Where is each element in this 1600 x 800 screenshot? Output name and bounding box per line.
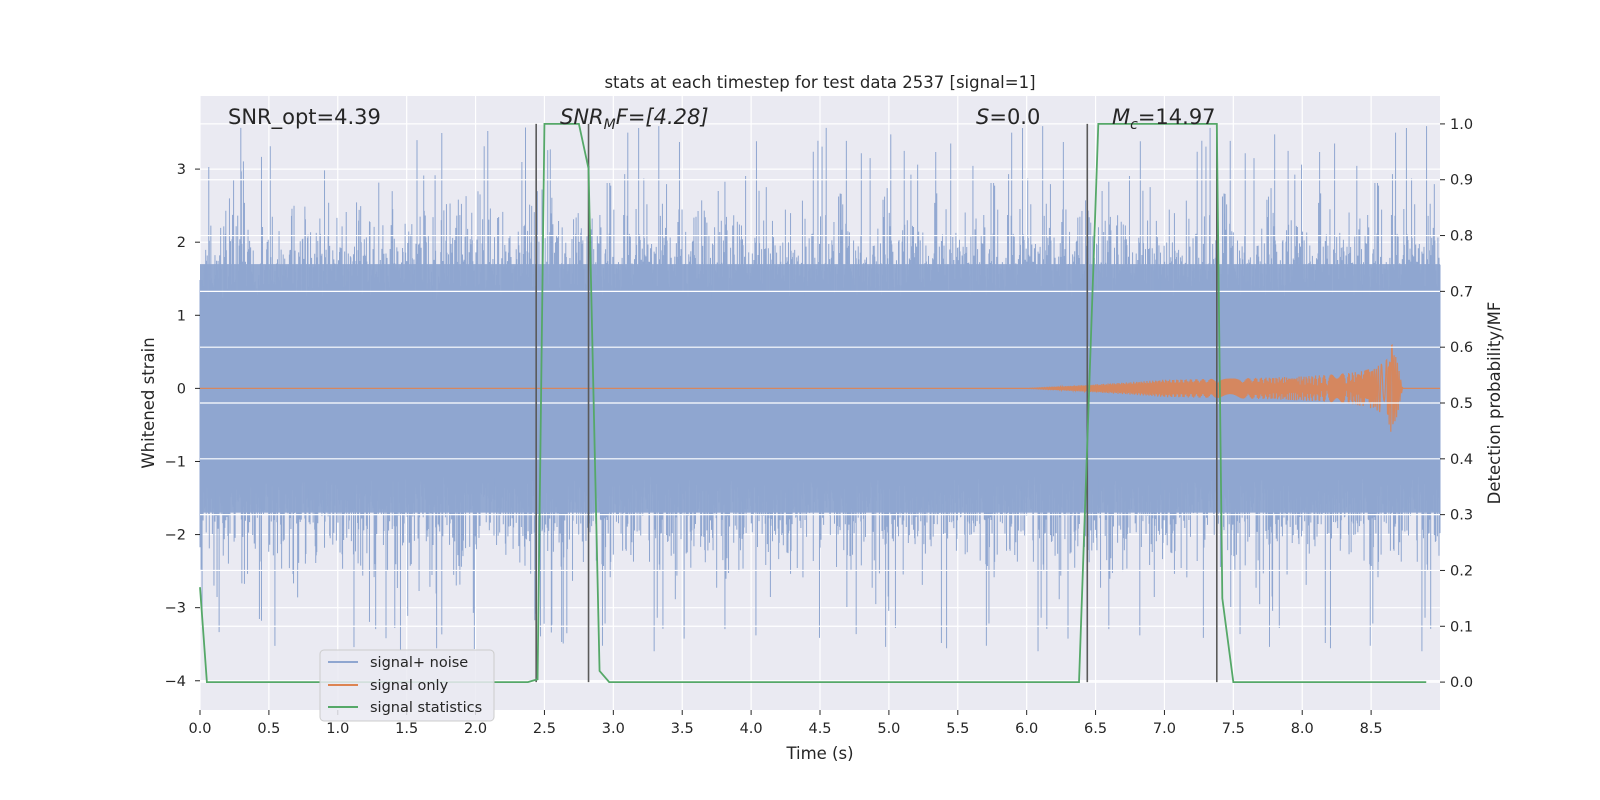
annotation-snr-opt: SNR_opt=4.39 [228, 105, 381, 130]
x-tick-label: 1.5 [395, 721, 418, 737]
x-tick-label: 0.5 [257, 721, 280, 737]
x-tick-label: 0.0 [188, 721, 211, 737]
legend-label-stats: signal statistics [370, 700, 482, 716]
annotation-s: S=0.0 [976, 105, 1040, 129]
x-tick-label: 7.0 [1153, 721, 1176, 737]
y-tick-label: −3 [165, 601, 186, 617]
x-tick-label: 2.5 [533, 721, 556, 737]
y2-tick-label: 0.3 [1450, 508, 1473, 524]
legend-box [319, 649, 495, 722]
x-tick-label: 7.5 [1222, 721, 1245, 737]
legend-label-signal: signal only [370, 678, 449, 694]
y-tick-label: 3 [177, 162, 186, 178]
x-tick-label: 3.5 [671, 721, 694, 737]
legend: signal+ noise signal only signal statist… [319, 649, 495, 722]
y-tick-label: 0 [177, 381, 186, 397]
x-tick-label: 5.5 [946, 721, 969, 737]
x-tick-label: 5.0 [877, 721, 900, 737]
y2-tick-label: 1.0 [1450, 117, 1473, 133]
y2-tick-label: 0.6 [1450, 340, 1473, 356]
y-tick-label: 2 [177, 235, 186, 251]
y2-tick-label: 0.9 [1450, 173, 1473, 189]
legend-label-noise: signal+ noise [370, 655, 468, 671]
y-axis-ticks: 3 2 1 0 −1 −2 −3 −4 [165, 162, 200, 690]
x-tick-label: 4.5 [808, 721, 831, 737]
y2-tick-label: 0.4 [1450, 452, 1473, 468]
x-tick-label: 3.0 [602, 721, 625, 737]
y2-tick-label: 0.1 [1450, 619, 1473, 635]
x-tick-label: 8.0 [1291, 721, 1314, 737]
x-tick-label: 4.0 [740, 721, 763, 737]
y2-tick-label: 0.2 [1450, 563, 1473, 579]
annotation-snr-mf: SNRMF=[4.28] [560, 105, 709, 133]
y2-axis-ticks: 1.0 0.9 0.8 0.7 0.6 0.5 0.4 0.3 0.2 0.1 0.0 [1440, 117, 1473, 691]
y-tick-label: −1 [165, 454, 186, 470]
y2-tick-label: 0.5 [1450, 396, 1473, 412]
x-tick-label: 1.0 [326, 721, 349, 737]
y-axis-label: Whitened strain [139, 337, 158, 468]
x-tick-label: 8.5 [1360, 721, 1383, 737]
annotation-mc: Mc=14.97 [1112, 105, 1216, 133]
signal-only-series [200, 343, 1440, 432]
chart-title: stats at each timestep for test data 253… [604, 73, 1035, 92]
y2-tick-label: 0.0 [1450, 675, 1473, 691]
x-tick-label: 2.0 [464, 721, 487, 737]
y2-axis-label: Detection probability/MF [1485, 302, 1504, 505]
x-axis-label: Time (s) [785, 744, 853, 763]
y2-tick-label: 0.7 [1450, 284, 1473, 300]
noise-trace [199, 126, 1441, 652]
y-tick-label: −4 [165, 674, 186, 690]
x-tick-label: 6.0 [1015, 721, 1038, 737]
y-tick-label: 1 [177, 308, 186, 324]
x-tick-label: 6.5 [1084, 721, 1107, 737]
vertical-markers [535, 123, 1218, 683]
signal-only-line [200, 343, 1440, 432]
y2-tick-label: 0.8 [1450, 229, 1473, 245]
y-tick-label: −2 [165, 528, 186, 544]
x-axis-ticks: 0.0 0.5 1.0 1.5 2.0 2.5 3.0 3.5 4.0 4.5 5.0 5.5 6.0 6… [188, 710, 1383, 737]
